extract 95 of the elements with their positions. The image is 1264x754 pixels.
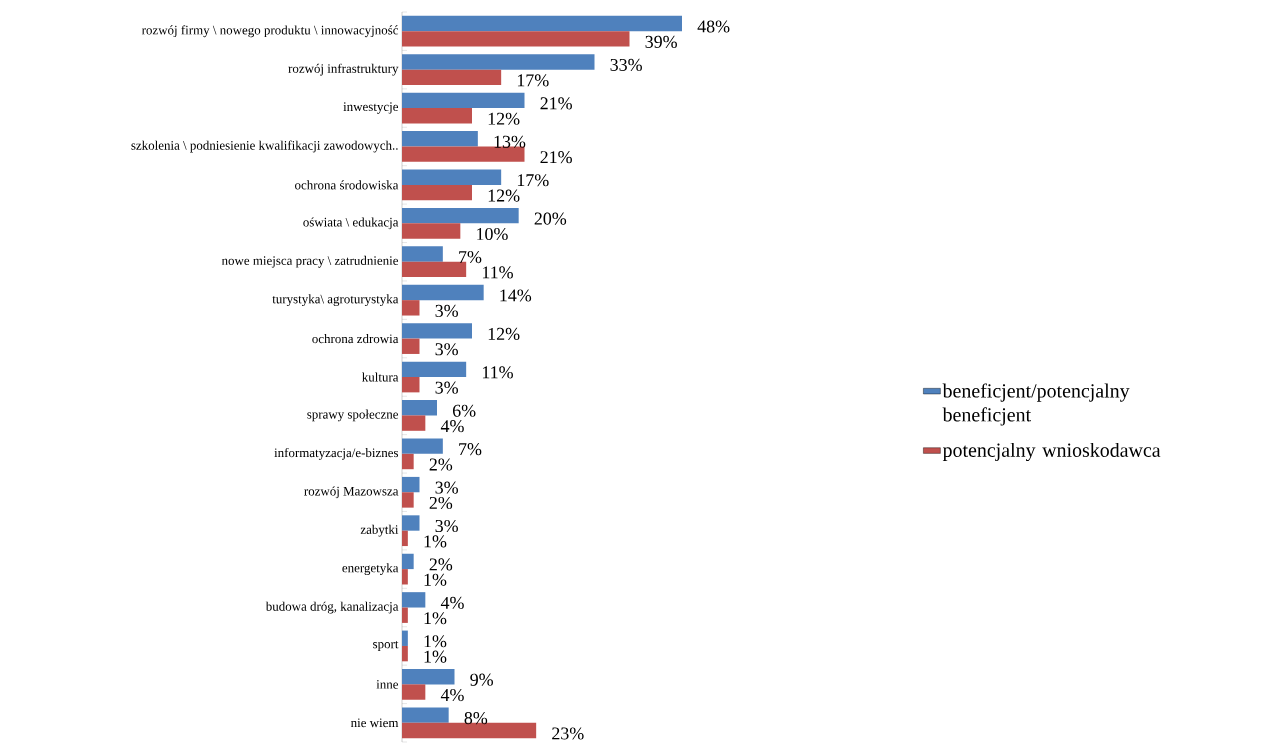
bar (402, 592, 426, 608)
data-label: 11% (482, 266, 513, 279)
bar (402, 630, 408, 646)
bar (402, 184, 472, 201)
data-label: 3% (435, 304, 458, 317)
bar (402, 415, 426, 431)
data-label: 1% (424, 612, 447, 625)
data-label: 10% (477, 227, 508, 241)
data-label: 1% (424, 635, 447, 648)
bar (402, 553, 414, 570)
data-label: 3% (435, 481, 458, 494)
data-label: 7% (459, 250, 482, 264)
data-label: 14% (500, 289, 532, 302)
bar (402, 530, 408, 547)
y-tick-label: budowa dróg, kanalizacja (265, 601, 399, 614)
bar (402, 69, 502, 85)
bar (402, 377, 420, 393)
bar (402, 607, 408, 623)
bar (402, 15, 682, 32)
bar (402, 476, 420, 493)
bar (402, 400, 437, 416)
bar (402, 453, 414, 470)
data-label: 17% (517, 174, 549, 187)
data-label: 7% (459, 443, 482, 456)
bar (402, 108, 472, 124)
data-label: 8% (464, 712, 488, 725)
data-label: 12% (488, 327, 520, 340)
data-label: 20% (534, 212, 567, 225)
data-label: 1% (424, 573, 447, 586)
data-label: 48% (697, 20, 730, 33)
y-tick-label: rozwój infrastruktury (288, 63, 399, 76)
bar (402, 169, 502, 185)
data-label: 4% (440, 688, 464, 702)
bar (402, 569, 408, 585)
y-tick-label: zabytki (360, 524, 399, 537)
bar (402, 54, 595, 70)
bar (402, 207, 519, 224)
bar (402, 323, 472, 339)
y-tick-label: sprawy społeczne (307, 409, 399, 422)
bar (402, 146, 525, 162)
data-label: 13% (494, 135, 526, 148)
data-label: 4% (440, 420, 464, 433)
data-label: 39% (645, 35, 677, 48)
data-label: 2% (429, 558, 453, 571)
data-label: 21% (540, 151, 572, 164)
bar (402, 92, 525, 109)
bar (402, 246, 443, 262)
data-label: 9% (470, 673, 493, 686)
bar (402, 438, 443, 454)
legend-label: potencjalny wnioskodawca (942, 442, 1161, 462)
data-label: 11% (482, 366, 513, 379)
y-tick-label: sport (373, 640, 399, 651)
legend-label: beneficjent/potencjalny beneficjent (942, 383, 1130, 426)
y-tick-label: rozwój Mazowsza (304, 486, 399, 499)
bar (402, 645, 408, 662)
y-tick-label: kultura (362, 372, 399, 382)
y-tick-label: energetyka (342, 563, 399, 575)
data-label: 3% (435, 343, 458, 356)
y-tick-label: inwestycje (343, 102, 399, 114)
bar (402, 492, 414, 508)
data-label: 23% (552, 727, 584, 740)
bar (402, 707, 449, 723)
data-label: 17% (517, 74, 549, 87)
data-label: 3% (435, 381, 458, 394)
bar (402, 300, 420, 316)
y-tick-label: nowe miejsca pracy \ zatrudnienie (221, 255, 399, 268)
bar (402, 284, 484, 301)
data-label: 2% (429, 496, 453, 510)
bar (402, 338, 420, 354)
data-label: 12% (488, 112, 520, 125)
data-label: 12% (488, 189, 520, 202)
y-tick-label: informatyzacja/e-biznes (274, 447, 399, 460)
y-tick-label: ochrona środowiska (295, 180, 399, 190)
y-tick-label: inne (376, 680, 399, 689)
y-tick-label: rozwój firmy \ nowego produktu \ innowacyjność (141, 25, 399, 38)
y-tick-label: ochrona zdrowia (312, 334, 399, 344)
y-tick-label: turystyka\ agroturystyka (272, 294, 399, 307)
bar (402, 684, 426, 700)
bar (402, 131, 478, 147)
data-label: 4% (440, 596, 464, 609)
bar (402, 31, 630, 47)
data-label: 1% (424, 650, 447, 663)
data-label: 2% (429, 458, 453, 471)
bar (402, 223, 461, 239)
y-tick-label: nie wiem (350, 718, 399, 728)
bar (402, 669, 455, 685)
data-label: 21% (540, 97, 572, 110)
data-label: 33% (610, 58, 642, 72)
data-label: 1% (424, 535, 447, 548)
bar (402, 361, 467, 377)
data-label: 6% (452, 404, 476, 417)
data-label: 3% (435, 519, 458, 533)
bar (402, 515, 420, 531)
y-tick-label: oświata \ edukacja (303, 217, 399, 230)
y-tick-label: szkolenia \ podniesienie kwalifikacji zawodowych.. (131, 140, 398, 153)
